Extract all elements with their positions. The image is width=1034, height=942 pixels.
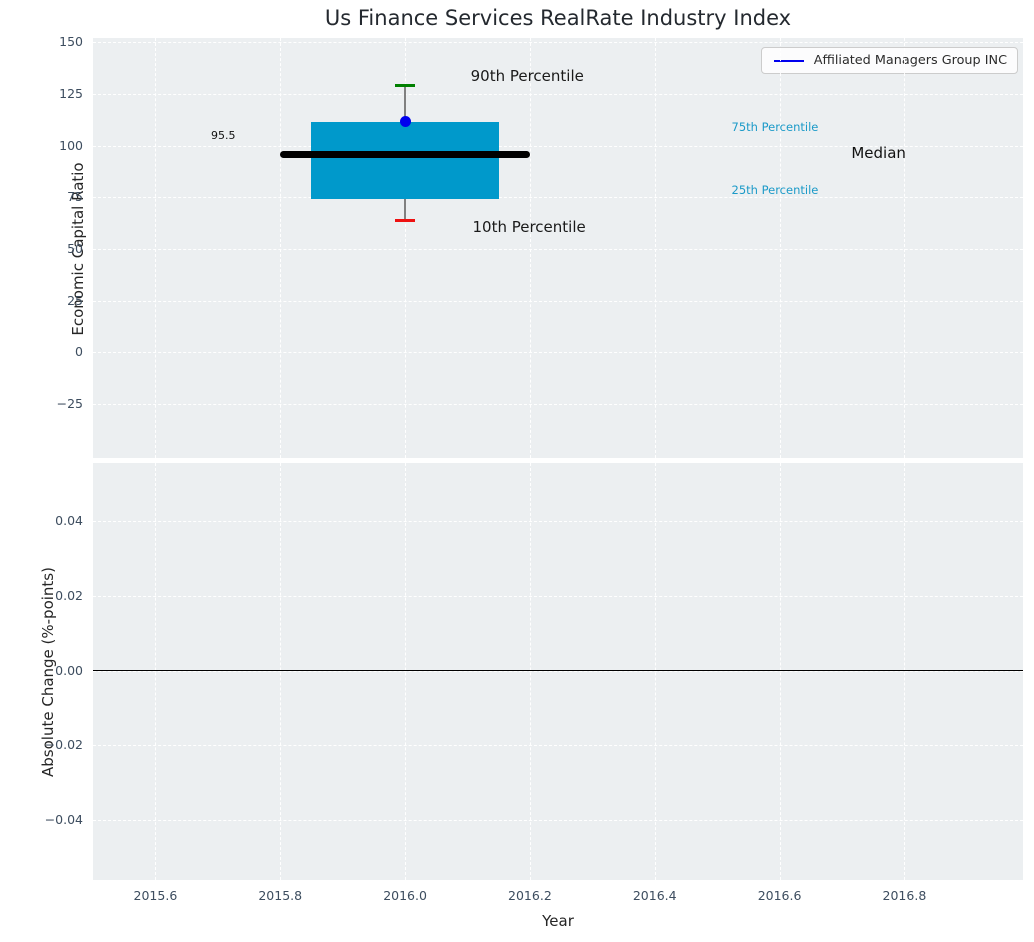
grid-line-horizontal <box>93 145 1023 147</box>
annotation-90th-percentile: 90th Percentile <box>470 67 584 86</box>
grid-line-vertical <box>280 38 282 458</box>
legend-line-sample <box>773 59 804 62</box>
p90-cap <box>395 84 416 88</box>
iqr-box <box>311 121 499 200</box>
x-axis-label: Year <box>542 912 574 930</box>
grid-line-horizontal <box>93 249 1023 251</box>
grid-line-horizontal <box>93 595 1023 597</box>
x-tick-label: 2016.6 <box>757 888 802 903</box>
grid-line-horizontal <box>93 197 1023 199</box>
bottom-plot-area <box>93 463 1023 880</box>
y-tick-label: 0.00 <box>55 662 83 678</box>
x-tick-label: 2016.8 <box>882 888 927 903</box>
grid-line-horizontal <box>93 820 1023 822</box>
company-value-dot <box>399 116 411 128</box>
y-tick-label: 0 <box>75 344 83 360</box>
annotation-median: Median <box>851 143 906 162</box>
annotation-25th-percentile: 25th Percentile <box>731 182 819 197</box>
grid-line-horizontal <box>93 352 1023 354</box>
grid-line-vertical <box>779 38 781 458</box>
y-tick-label: 100 <box>59 137 83 153</box>
grid-line-vertical <box>405 38 407 458</box>
y-tick-label: 0.04 <box>55 512 83 528</box>
top-plot-area: Affiliated Managers Group INC 90th Perce… <box>93 38 1023 458</box>
x-tick-label: 2016.4 <box>632 888 677 903</box>
zero-baseline <box>93 669 1023 672</box>
legend-label: Affiliated Managers Group INC <box>813 53 1007 68</box>
grid-line-vertical <box>155 38 157 458</box>
x-tick-label: 2015.8 <box>258 888 303 903</box>
annotation-10th-percentile: 10th Percentile <box>472 218 586 237</box>
y-tick-label: 25 <box>67 292 83 308</box>
median-line <box>280 151 530 159</box>
grid-line-vertical <box>529 38 531 458</box>
annotation-75th-percentile: 75th Percentile <box>731 119 819 134</box>
legend: Affiliated Managers Group INC <box>760 47 1018 74</box>
grid-line-horizontal <box>93 300 1023 302</box>
y-tick-label: 50 <box>67 241 83 257</box>
grid-line-horizontal <box>93 93 1023 95</box>
y-tick-label: −0.04 <box>44 812 83 828</box>
y-tick-label: −25 <box>56 396 83 412</box>
p10-cap <box>395 218 416 222</box>
grid-line-horizontal <box>93 520 1023 522</box>
annotation-95-5: 95.5 <box>210 129 236 143</box>
y-tick-label: 75 <box>67 189 83 205</box>
grid-line-vertical <box>904 38 906 458</box>
grid-line-horizontal <box>93 745 1023 747</box>
y-tick-label: −0.02 <box>44 737 83 753</box>
grid-line-horizontal <box>93 404 1023 406</box>
chart-title: Us Finance Services RealRate Industry In… <box>324 6 792 30</box>
y-tick-label: 150 <box>59 34 83 50</box>
y-tick-label: 0.02 <box>55 587 83 603</box>
x-tick-label: 2016.0 <box>383 888 427 903</box>
x-tick-label: 2016.2 <box>508 888 552 903</box>
y-tick-label: 125 <box>59 85 83 101</box>
grid-line-vertical <box>654 38 656 458</box>
grid-line-horizontal <box>93 42 1023 44</box>
x-tick-label: 2015.6 <box>133 888 178 903</box>
